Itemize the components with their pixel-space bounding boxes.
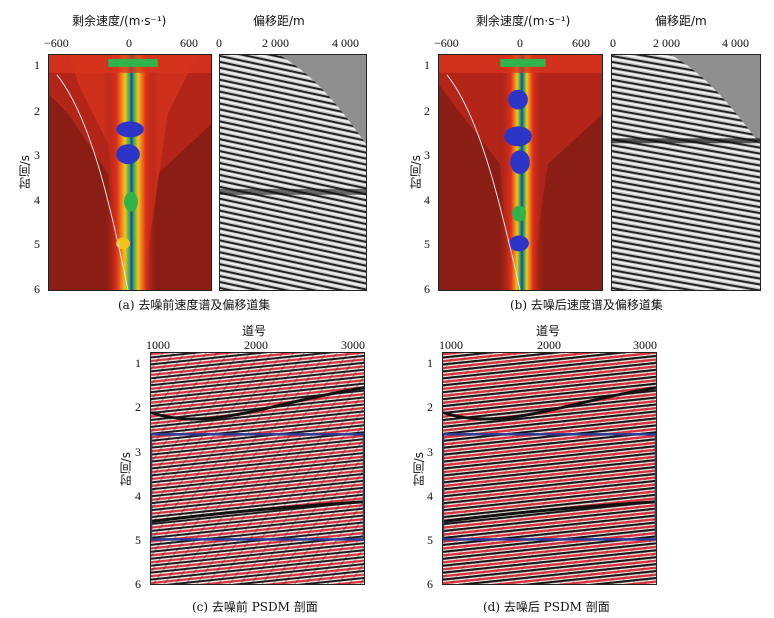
- y-tick-b-1: 1: [424, 58, 430, 72]
- y-tick-d-3: 3: [427, 445, 433, 459]
- psdm-section-d: [442, 352, 657, 585]
- caption-b: (b) 去噪后速度谱及偏移道集: [510, 298, 663, 312]
- y-tick-d-2: 2: [427, 400, 433, 414]
- y-tick-c-5: 5: [135, 533, 141, 547]
- gather-tick-b-0: 0: [610, 36, 616, 50]
- gather-title-a: 偏移距/m: [253, 14, 305, 28]
- x-tick-c-0: 1000: [146, 338, 170, 352]
- y-label-b: 时间/s: [409, 155, 423, 190]
- y-tick-a-2: 2: [34, 104, 40, 118]
- spectrum-title-b: 剩余速度/(m·s⁻¹): [476, 14, 571, 28]
- offset-gather-b: [611, 54, 761, 291]
- spectrum-tick-a-0: −600: [44, 36, 69, 50]
- y-tick-a-4: 4: [34, 193, 40, 207]
- velocity-spectrum-a: [48, 54, 212, 291]
- y-tick-c-4: 4: [135, 489, 141, 503]
- spectrum-tick-a-1: 0: [126, 36, 132, 50]
- x-tick-c-2: 3000: [341, 338, 365, 352]
- offset-gather-a: [219, 54, 367, 291]
- y-label-d: 时间/s: [412, 452, 426, 487]
- x-tick-d-0: 1000: [439, 338, 463, 352]
- y-tick-a-1: 1: [34, 58, 40, 72]
- gather-tick-a-0: 0: [216, 36, 222, 50]
- x-tick-d-2: 3000: [633, 338, 657, 352]
- y-tick-d-4: 4: [427, 489, 433, 503]
- y-tick-a-5: 5: [34, 237, 40, 251]
- caption-c: (c) 去噪前 PSDM 剖面: [192, 600, 318, 614]
- y-tick-b-6: 6: [424, 282, 430, 296]
- gather-tick-a-2: 4 000: [332, 36, 359, 50]
- caption-d: (d) 去噪后 PSDM 剖面: [483, 600, 610, 614]
- gather-title-b: 偏移距/m: [655, 14, 707, 28]
- y-tick-c-6: 6: [135, 577, 141, 591]
- y-label-c: 时间/s: [119, 452, 133, 487]
- y-tick-a-3: 3: [34, 148, 40, 162]
- x-tick-c-1: 2000: [244, 338, 268, 352]
- gather-tick-b-2: 4 000: [722, 36, 749, 50]
- highlight-box-d: [443, 433, 656, 541]
- spectrum-tick-b-0: −600: [434, 36, 459, 50]
- y-tick-d-6: 6: [427, 577, 433, 591]
- spectrum-tick-b-2: 600: [572, 36, 590, 50]
- y-tick-c-2: 2: [135, 400, 141, 414]
- psdm-section-c: [150, 352, 365, 585]
- gather-tick-a-1: 2 000: [262, 36, 289, 50]
- caption-a: (a) 去噪前速度谱及偏移道集: [118, 298, 271, 312]
- y-tick-c-3: 3: [135, 445, 141, 459]
- y-tick-b-4: 4: [424, 193, 430, 207]
- y-tick-d-5: 5: [427, 533, 433, 547]
- spectrum-tick-a-2: 600: [180, 36, 198, 50]
- spectrum-title-a: 剩余速度/(m·s⁻¹): [72, 14, 167, 28]
- y-tick-b-5: 5: [424, 237, 430, 251]
- velocity-spectrum-b: [438, 54, 603, 291]
- y-tick-a-6: 6: [34, 282, 40, 296]
- y-tick-b-2: 2: [424, 104, 430, 118]
- y-tick-b-3: 3: [424, 148, 430, 162]
- y-label-a: 时间/s: [18, 155, 32, 190]
- highlight-box-c: [151, 433, 364, 541]
- y-tick-c-1: 1: [135, 356, 141, 370]
- x-tick-d-1: 2000: [537, 338, 561, 352]
- gather-tick-b-1: 2 000: [653, 36, 680, 50]
- y-tick-d-1: 1: [427, 356, 433, 370]
- x-title-c: 道号: [242, 324, 267, 338]
- x-title-d: 道号: [536, 324, 561, 338]
- spectrum-tick-b-1: 0: [517, 36, 523, 50]
